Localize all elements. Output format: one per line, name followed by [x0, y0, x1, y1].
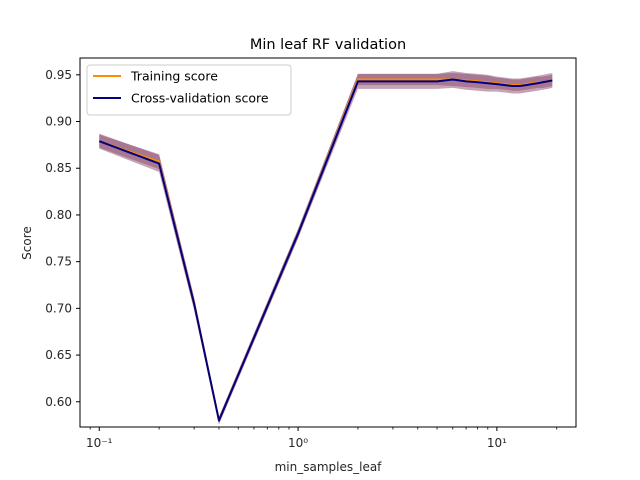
legend-label-training: Training score — [130, 69, 218, 84]
y-tick-label-2: 0.70 — [45, 301, 72, 315]
y-axis: 0.60 0.65 0.70 0.75 0.80 0.85 0.90 0.95 — [45, 68, 80, 409]
series-lines — [98, 78, 553, 422]
x-axis-label: min_samples_leaf — [275, 460, 383, 474]
plot-frame — [79, 57, 577, 428]
chart-title: Min leaf RF validation — [250, 37, 406, 53]
x-tick-label-2: 10¹ — [487, 436, 507, 450]
legend: Training score Cross-validation score — [86, 64, 292, 116]
x-tick-label-1: 10⁰ — [288, 436, 308, 450]
series-line-1 — [98, 78, 553, 422]
legend-box — [86, 64, 292, 116]
y-tick-label-6: 0.90 — [45, 115, 72, 129]
y-tick-label-0: 0.60 — [45, 395, 72, 409]
x-axis: 10⁻¹ 10⁰ 10¹ — [86, 427, 558, 450]
y-tick-label-1: 0.65 — [45, 348, 72, 362]
y-tick-label-5: 0.85 — [45, 161, 72, 175]
plot-area — [79, 57, 577, 428]
y-tick-label-7: 0.95 — [45, 68, 72, 82]
y-axis-label: Score — [20, 226, 34, 260]
x-tick-label-0: 10⁻¹ — [86, 436, 113, 450]
legend-label-cross-validation: Cross-validation score — [131, 91, 269, 106]
y-tick-label-4: 0.80 — [45, 208, 72, 222]
y-tick-label-3: 0.75 — [45, 255, 72, 269]
